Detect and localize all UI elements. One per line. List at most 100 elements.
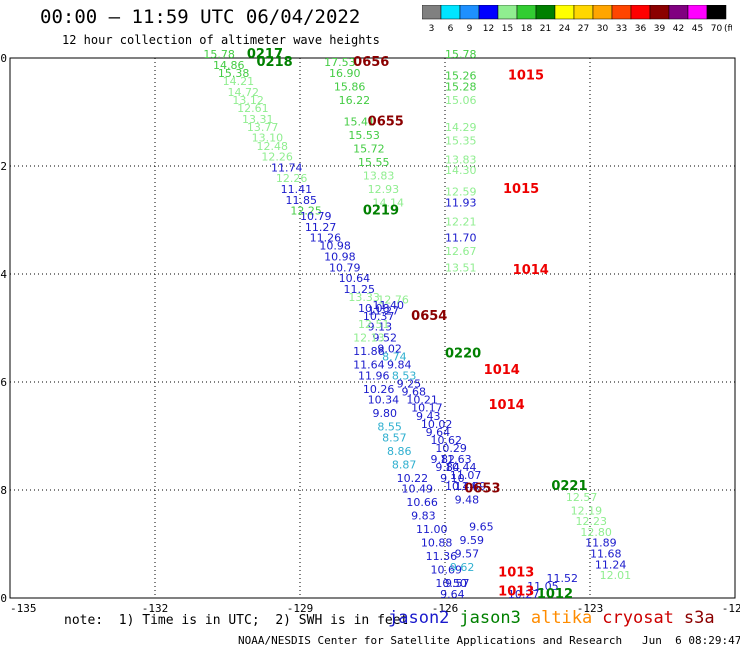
- color-scale-tick: 21: [540, 24, 551, 34]
- legend-entry-jason3: jason3: [459, 608, 521, 628]
- color-scale-tick: 45: [692, 24, 703, 34]
- wave-height-label: 12.48: [257, 140, 289, 153]
- color-scale-tick: 33: [616, 24, 627, 34]
- wave-height-label: 11.05: [527, 580, 559, 593]
- wave-height-label: 10.44: [445, 480, 477, 493]
- wave-height-label: 10.69: [431, 564, 463, 577]
- wave-height-label: 12.67: [445, 245, 477, 258]
- wave-height-label: 12.13: [353, 332, 385, 345]
- wave-height-label: 10.34: [368, 394, 400, 407]
- wave-height-label: 10.29: [435, 442, 467, 455]
- wave-height-label: 9.25: [397, 377, 422, 390]
- wave-height-label: 12.80: [580, 526, 612, 539]
- color-scale-swatch: [668, 5, 689, 20]
- legend-entry-altika: altika: [530, 608, 593, 628]
- wave-height-label: 9.83: [411, 510, 436, 523]
- pass-time-label: 1014: [513, 263, 549, 278]
- wave-height-label: 16.22: [339, 94, 371, 107]
- chart-title: 00:00 – 11:59 UTC 06/04/2022: [40, 6, 361, 28]
- color-scale-swatch: [649, 5, 670, 20]
- color-scale-swatch: [592, 5, 613, 20]
- x-tick-label: -120: [722, 602, 740, 615]
- color-scale-swatch: [422, 5, 442, 20]
- pass-time-label: 0220: [445, 347, 481, 362]
- color-scale-swatch: [573, 5, 594, 20]
- color-scale-tick: 70: [711, 24, 723, 34]
- pass-time-label: 0653: [464, 482, 500, 497]
- wave-height-label: 10.66: [406, 496, 438, 509]
- wave-height-label: 9.82: [431, 453, 456, 466]
- color-scale-swatch: [535, 5, 556, 20]
- wave-height-label: 11.63: [440, 453, 472, 466]
- wave-height-label: 16.90: [329, 67, 361, 80]
- color-scale-tick: 15: [502, 24, 513, 34]
- footnote: note: 1) Time is in UTC; 2) SWH is in fe…: [64, 613, 409, 628]
- x-tick-label: -126: [432, 602, 459, 615]
- color-scale-swatch: [630, 5, 651, 20]
- wave-height-label: 15.38: [218, 67, 250, 80]
- axis-ticks: -135 -132 -129 -126 -123 -120 40 42 44 46 48 50: [0, 52, 740, 615]
- wave-height-label: 12.61: [237, 102, 269, 115]
- wave-height-label: 15.72: [353, 143, 385, 156]
- wave-height-label: 10.37: [363, 310, 395, 323]
- wave-height-label: 15.28: [445, 80, 477, 93]
- wave-height-label: 12.59: [445, 186, 477, 199]
- wave-height-label: 13.33: [348, 291, 380, 304]
- wave-height-label: 11.52: [547, 572, 579, 585]
- wave-height-label: 10.26: [363, 383, 395, 396]
- y-tick-label: 40: [0, 52, 7, 65]
- wave-height-label: 14.29: [445, 121, 477, 134]
- y-tick-label: 44: [0, 268, 7, 281]
- color-scale-tick: 39: [654, 24, 666, 34]
- wave-height-label: 12.19: [571, 504, 603, 517]
- wave-height-label: 10.79: [329, 261, 361, 274]
- wave-height-label: 10.88: [421, 537, 453, 550]
- wave-height-label: 9.62: [450, 561, 475, 574]
- color-scale-tick: 12: [483, 24, 494, 34]
- pass-time-label: 0221: [551, 479, 587, 494]
- wave-height-label: 11.96: [358, 369, 390, 382]
- wave-height-label: 13.10: [252, 132, 284, 145]
- wave-height-label: 11.41: [281, 183, 313, 196]
- color-scale-tick: 6: [448, 24, 454, 34]
- wave-height-label: 9.52: [373, 332, 398, 345]
- y-tick-label: 46: [0, 376, 7, 389]
- wave-height-label: 11.25: [344, 283, 376, 296]
- wave-height-label: 12.57: [566, 491, 598, 504]
- wave-height-label: 12.76: [377, 294, 409, 307]
- wave-height-label: 11.00: [416, 523, 448, 536]
- color-scale-tick: 24: [559, 24, 571, 34]
- wave-height-label: 10.21: [406, 394, 438, 407]
- wave-height-label: 9.84: [435, 461, 460, 474]
- chart-subtitle: 12 hour collection of altimeter wave hei…: [62, 33, 380, 47]
- wave-height-label: 9.59: [460, 534, 485, 547]
- pass-time-label: 1015: [503, 182, 539, 197]
- wave-height-label: 13.83: [363, 170, 395, 183]
- wave-height-label: 8.57: [382, 431, 407, 444]
- x-tick-label: -132: [142, 602, 169, 615]
- color-scale-swatch: [706, 5, 727, 20]
- wave-height-label: 8.53: [392, 369, 417, 382]
- wave-height-label: 11.36: [426, 550, 458, 563]
- wave-height-label: 15.78: [445, 48, 477, 61]
- pass-time-label: 0217: [247, 47, 283, 62]
- wave-height-label: 11.26: [310, 232, 342, 245]
- wave-height-label: 10.08: [358, 302, 390, 315]
- wave-height-label: 17.53: [324, 56, 356, 69]
- color-scale-tick: 18: [521, 24, 533, 34]
- wave-height-label: 10.02: [421, 418, 453, 431]
- color-scale-tick: 9: [467, 24, 473, 34]
- wave-height-label: 10.17: [411, 402, 443, 415]
- wave-height-label: 9.65: [469, 521, 494, 534]
- wave-height-label: 11.86: [353, 345, 385, 358]
- color-scale-swatch: [497, 5, 518, 20]
- wave-height-label: 9.57: [445, 577, 470, 590]
- wave-height-label: 9.48: [455, 494, 480, 507]
- color-scale-tick: 36: [635, 24, 647, 34]
- wave-height-label: 11.27: [305, 221, 337, 234]
- color-scale-swatch: [611, 5, 632, 20]
- wave-height-label: 9.02: [377, 342, 402, 355]
- pass-time-label: 1014: [489, 398, 525, 413]
- wave-height-label: 10.98: [319, 240, 351, 253]
